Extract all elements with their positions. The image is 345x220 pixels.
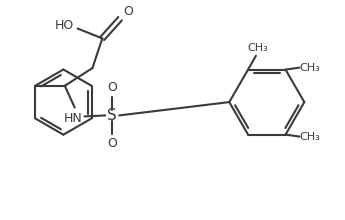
Text: HO: HO bbox=[55, 19, 75, 32]
Text: O: O bbox=[107, 137, 117, 150]
Text: O: O bbox=[107, 81, 117, 94]
Text: CH₃: CH₃ bbox=[299, 63, 319, 73]
Text: HN: HN bbox=[63, 112, 82, 125]
Text: O: O bbox=[123, 5, 133, 18]
Text: CH₃: CH₃ bbox=[299, 132, 319, 141]
Text: S: S bbox=[107, 108, 117, 123]
Text: CH₃: CH₃ bbox=[247, 43, 268, 53]
